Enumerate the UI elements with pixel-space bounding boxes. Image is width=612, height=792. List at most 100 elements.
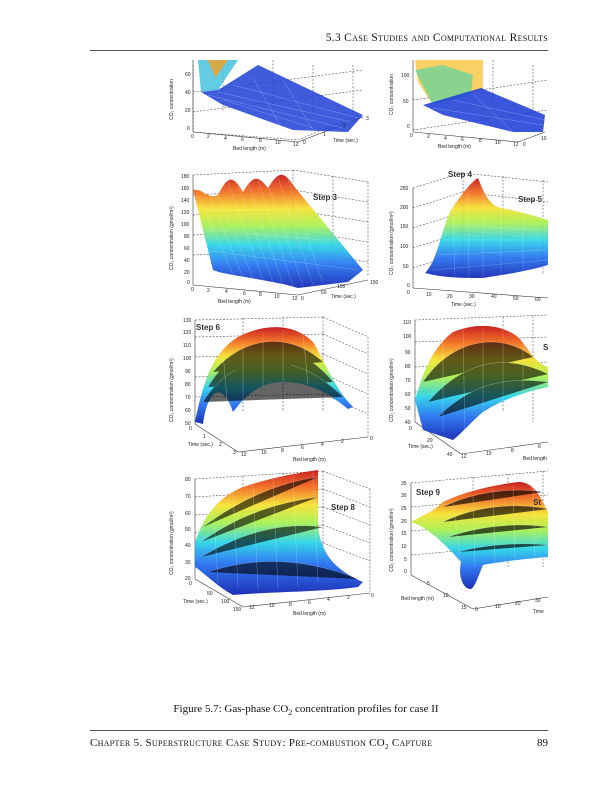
- svg-text:6: 6: [241, 137, 244, 143]
- svg-text:12: 12: [513, 142, 519, 148]
- svg-text:10: 10: [495, 604, 501, 610]
- y-axis-label: CO₂ concentration (gmol/m³): [169, 206, 175, 270]
- svg-text:50: 50: [403, 264, 409, 270]
- x-axis-label: Bed length (m): [293, 457, 326, 463]
- svg-text:10: 10: [495, 140, 501, 146]
- caption-text-end: concentration profiles for case II: [292, 703, 439, 715]
- svg-text:130: 130: [183, 318, 192, 324]
- plot-step-9-10: Step 9 St 35 30 25 20 15 10 5 0 5 10 15 0 10 20 30 B…: [383, 467, 612, 622]
- time-axis-label: Time (sec.): [188, 442, 213, 448]
- x-axis-label: Time: [533, 609, 544, 615]
- surface-plot: 100 50 0 0 2 4 6 8 10 12 0 10 Bed length (m) CO₂ c…: [389, 60, 549, 150]
- svg-text:80: 80: [184, 234, 190, 240]
- svg-text:10: 10: [443, 593, 449, 599]
- svg-text:30: 30: [401, 493, 407, 499]
- svg-text:25: 25: [401, 506, 407, 512]
- svg-text:150: 150: [370, 280, 378, 286]
- svg-text:0: 0: [409, 426, 412, 432]
- y-axis-label: CO₂ concentration (gmol/m³): [169, 511, 175, 575]
- svg-text:20: 20: [427, 438, 433, 444]
- svg-text:3: 3: [233, 450, 236, 456]
- svg-text:60: 60: [185, 408, 191, 414]
- svg-text:12: 12: [293, 142, 299, 148]
- svg-text:6: 6: [308, 600, 311, 606]
- chapter-text-end: Capture: [388, 737, 433, 749]
- plot-step-7: S 110 100 90 80 70 60 50 40 0 20 40 12 10 8 6 Time (…: [383, 312, 612, 464]
- svg-text:110: 110: [403, 320, 411, 326]
- time-axis-label: Time (sec.): [333, 138, 358, 144]
- svg-text:0: 0: [189, 426, 192, 432]
- step-label-b: St: [533, 498, 541, 507]
- svg-text:20: 20: [184, 270, 190, 276]
- svg-text:5: 5: [427, 581, 430, 587]
- svg-text:250: 250: [400, 186, 409, 192]
- svg-text:60: 60: [185, 511, 191, 517]
- svg-text:5: 5: [404, 557, 407, 563]
- plot-step-8: Step 8 80 70 60 50 40 30 20 0 50 100 150 12 10 8 6 4 2…: [163, 467, 378, 622]
- svg-text:50: 50: [207, 591, 213, 597]
- svg-text:20: 20: [447, 294, 453, 300]
- svg-text:120: 120: [183, 330, 192, 336]
- svg-text:70: 70: [185, 494, 191, 500]
- svg-text:0: 0: [475, 607, 478, 613]
- svg-text:2: 2: [207, 134, 210, 140]
- plot-step-4-5: Step 4 Step 5 250 200 150 100 50 0 0 10 20 30 40 5…: [383, 170, 612, 308]
- figure-caption: Figure 5.7: Gas-phase CO2 concentration …: [0, 703, 612, 717]
- svg-text:0: 0: [407, 283, 410, 289]
- svg-text:40: 40: [491, 294, 497, 300]
- svg-text:100: 100: [337, 284, 346, 290]
- svg-text:100: 100: [403, 334, 412, 340]
- svg-text:100: 100: [181, 222, 190, 228]
- step-label: Step 8: [331, 503, 356, 512]
- svg-text:160: 160: [181, 186, 190, 192]
- svg-text:30: 30: [469, 294, 475, 300]
- surface-plot: Step 4 Step 5 250 200 150 100 50 0 0 10 20 30 40 5…: [389, 170, 549, 308]
- svg-text:35: 35: [401, 481, 407, 487]
- svg-text:0: 0: [187, 126, 190, 132]
- svg-text:12: 12: [292, 296, 298, 302]
- svg-text:4: 4: [224, 136, 227, 142]
- chapter-text: Chapter 5. Superstructure Case Study: Pr…: [90, 737, 385, 749]
- running-footer: Chapter 5. Superstructure Case Study: Pr…: [90, 730, 548, 751]
- svg-text:10: 10: [274, 294, 280, 300]
- section-title: 5.3 Case Studies and Computational Resul…: [325, 32, 548, 44]
- svg-text:90: 90: [405, 350, 411, 356]
- svg-text:40: 40: [447, 452, 453, 458]
- svg-text:10: 10: [269, 603, 275, 609]
- svg-text:140: 140: [181, 198, 190, 204]
- svg-text:50: 50: [403, 99, 409, 105]
- svg-text:15: 15: [401, 531, 407, 537]
- svg-text:8: 8: [289, 602, 292, 608]
- running-header: 5.3 Case Studies and Computational Resul…: [90, 30, 548, 51]
- svg-text:150: 150: [233, 607, 242, 613]
- svg-text:20: 20: [185, 108, 191, 114]
- svg-text:60: 60: [184, 246, 190, 252]
- svg-text:0: 0: [407, 124, 410, 130]
- svg-text:4: 4: [444, 136, 447, 142]
- svg-text:200: 200: [400, 205, 409, 211]
- svg-text:40: 40: [185, 90, 191, 96]
- svg-text:20: 20: [185, 576, 191, 582]
- page-number: 89: [537, 737, 548, 749]
- y-axis-label: CO₂ concentration (gmol/m³): [389, 508, 395, 572]
- svg-text:0: 0: [523, 142, 526, 148]
- svg-text:0: 0: [404, 569, 407, 575]
- svg-text:0: 0: [301, 296, 304, 302]
- svg-text:100: 100: [183, 356, 192, 362]
- svg-text:10: 10: [275, 140, 281, 146]
- svg-text:12: 12: [461, 454, 467, 460]
- svg-text:4: 4: [321, 442, 324, 448]
- svg-text:1: 1: [323, 132, 326, 138]
- svg-text:12: 12: [249, 605, 255, 611]
- svg-text:6: 6: [243, 291, 246, 297]
- y-axis-label: CO₂ concentration (gmol/m³): [389, 358, 395, 422]
- svg-text:40: 40: [405, 420, 411, 426]
- y-axis-label: CO₂ concentration: [389, 74, 395, 115]
- svg-text:100: 100: [400, 244, 409, 250]
- svg-text:50: 50: [185, 527, 191, 533]
- svg-text:0: 0: [371, 593, 374, 599]
- svg-text:4: 4: [225, 289, 228, 295]
- svg-text:8: 8: [259, 292, 262, 298]
- svg-text:2: 2: [343, 124, 346, 130]
